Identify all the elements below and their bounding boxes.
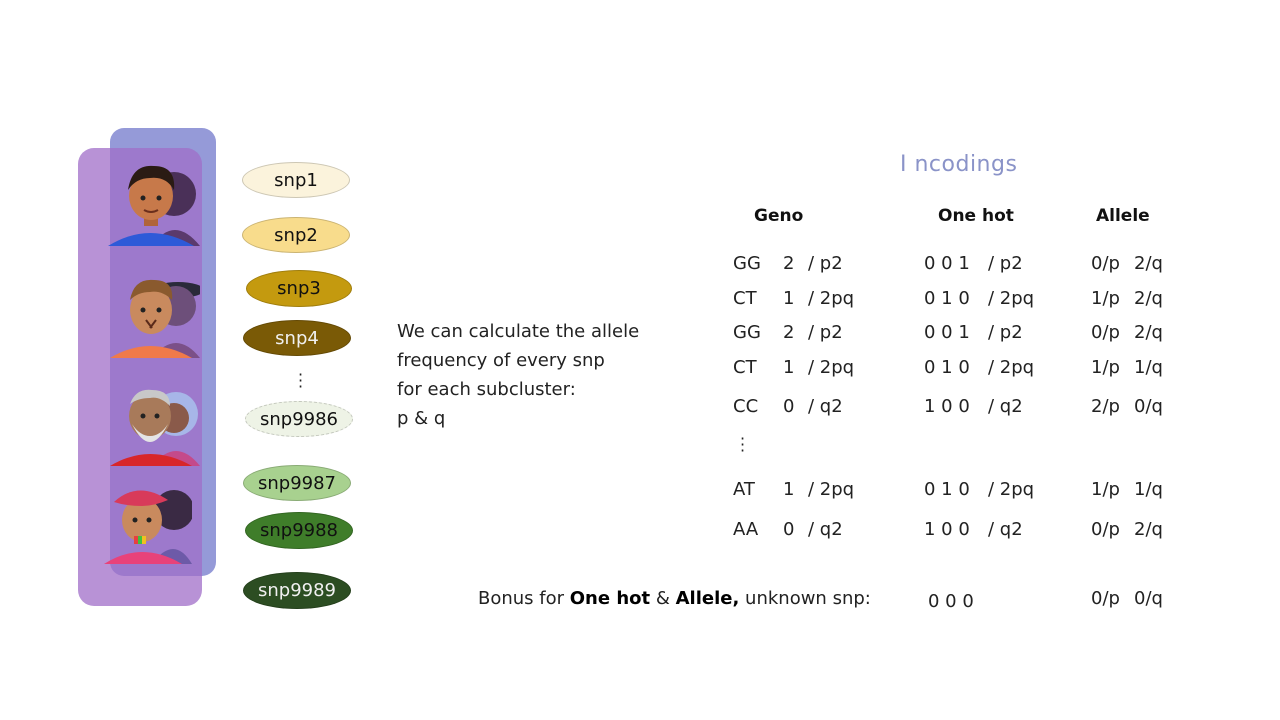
- encodings-title: I ncodings: [900, 152, 1018, 177]
- row-one-hot: 0 1 0: [924, 357, 970, 378]
- row-allele-p: 1/p: [1091, 357, 1120, 378]
- person-avatar-2: [106, 270, 200, 358]
- row-one-hot-frequency: / 2pq: [988, 288, 1035, 309]
- row-allele-p: 0/p: [1091, 322, 1120, 343]
- row-one-hot: 0 0 1: [924, 322, 970, 343]
- row-one-hot-frequency: / 2pq: [988, 357, 1035, 378]
- description-line: frequency of every snp: [397, 350, 605, 371]
- row-allele-q: 0/q: [1134, 396, 1163, 417]
- snp-ellipse-2: snp2: [242, 217, 350, 253]
- row-one-hot: 0 1 0: [924, 479, 970, 500]
- row-allele-q: 2/q: [1134, 288, 1163, 309]
- snp-ellipse-9989: snp9989: [243, 572, 351, 609]
- snp-label: snp9989: [257, 580, 337, 601]
- row-one-hot-frequency: / p2: [988, 253, 1023, 274]
- snp-ellipse-3: snp3: [246, 270, 352, 307]
- row-allele-p: 1/p: [1091, 479, 1120, 500]
- row-genotype: GG: [733, 322, 761, 343]
- row-genotype: AA: [733, 519, 759, 540]
- person-avatar-4: [98, 476, 192, 564]
- bonus-prefix: Bonus for: [478, 588, 570, 609]
- row-count: 1: [783, 479, 795, 500]
- bonus-note: Bonus for One hot & Allele, unknown snp:: [478, 588, 871, 609]
- row-allele-q: 2/q: [1134, 322, 1163, 343]
- bonus-one-hot-value: 0 0 0: [928, 591, 974, 612]
- snp-label: snp1: [274, 169, 318, 191]
- row-genotype: GG: [733, 253, 761, 274]
- description-line: for each subcluster:: [397, 379, 576, 400]
- row-allele-q: 1/q: [1134, 479, 1163, 500]
- description-line: p & q: [397, 408, 446, 429]
- description-line: We can calculate the allele: [397, 321, 640, 342]
- person-avatar-3: [106, 378, 200, 466]
- row-geno-frequency: / p2: [808, 322, 843, 343]
- row-one-hot-frequency: / q2: [988, 519, 1023, 540]
- row-count: 0: [783, 519, 795, 540]
- snp-label: snp9987: [257, 472, 337, 494]
- bonus-allele-p: 0/p: [1091, 588, 1120, 609]
- row-count: 2: [783, 322, 795, 343]
- row-allele-q: 2/q: [1134, 253, 1163, 274]
- snp-ellipse-9987: snp9987: [243, 465, 351, 501]
- bonus-allele-q: 0/q: [1134, 588, 1163, 609]
- snp-ellipse-9988: snp9988: [245, 512, 353, 549]
- person-avatar-1: [106, 158, 200, 246]
- row-geno-frequency: / 2pq: [808, 357, 855, 378]
- row-geno-frequency: / 2pq: [808, 288, 855, 309]
- bonus-suffix: unknown snp:: [739, 588, 871, 609]
- row-genotype: AT: [733, 479, 755, 500]
- row-genotype: CT: [733, 288, 757, 309]
- row-count: 0: [783, 396, 795, 417]
- allele-frequency-description: We can calculate the allele frequency of…: [397, 317, 639, 433]
- snp-ellipse-1: snp1: [242, 162, 350, 198]
- snp-ellipsis: · · ·: [298, 365, 304, 396]
- snp-label: snp4: [275, 327, 319, 349]
- snp-label: snp9986: [259, 408, 339, 430]
- bonus-allele: Allele,: [675, 588, 740, 609]
- bonus-one-hot: One hot: [569, 588, 651, 609]
- snp-label: snp9988: [259, 520, 339, 541]
- geno-column-header: Geno: [754, 206, 804, 226]
- row-geno-frequency: / q2: [808, 519, 843, 540]
- row-allele-p: 0/p: [1091, 253, 1120, 274]
- row-geno-frequency: / q2: [808, 396, 843, 417]
- row-genotype: CC: [733, 396, 759, 417]
- row-allele-q: 1/q: [1134, 357, 1163, 378]
- row-allele-p: 1/p: [1091, 288, 1120, 309]
- snp-label: snp2: [274, 224, 318, 246]
- row-ellipsis: · · ·: [740, 429, 746, 460]
- row-allele-q: 2/q: [1134, 519, 1163, 540]
- one-hot-column-header: One hot: [938, 206, 1014, 226]
- row-one-hot-frequency: / 2pq: [988, 479, 1035, 500]
- row-geno-frequency: / p2: [808, 253, 843, 274]
- row-geno-frequency: / 2pq: [808, 479, 855, 500]
- bonus-amp: &: [650, 588, 676, 609]
- allele-column-header: Allele: [1096, 206, 1150, 226]
- snp-ellipse-9986: snp9986: [245, 401, 353, 437]
- row-allele-p: 2/p: [1091, 396, 1120, 417]
- snp-label: snp3: [277, 278, 321, 299]
- snp-ellipse-4: snp4: [243, 320, 351, 356]
- row-count: 1: [783, 288, 795, 309]
- row-count: 2: [783, 253, 795, 274]
- row-one-hot: 1 0 0: [924, 519, 970, 540]
- row-genotype: CT: [733, 357, 757, 378]
- row-one-hot-frequency: / p2: [988, 322, 1023, 343]
- row-one-hot: 0 1 0: [924, 288, 970, 309]
- row-one-hot-frequency: / q2: [988, 396, 1023, 417]
- row-allele-p: 0/p: [1091, 519, 1120, 540]
- row-count: 1: [783, 357, 795, 378]
- row-one-hot: 0 0 1: [924, 253, 970, 274]
- row-one-hot: 1 0 0: [924, 396, 970, 417]
